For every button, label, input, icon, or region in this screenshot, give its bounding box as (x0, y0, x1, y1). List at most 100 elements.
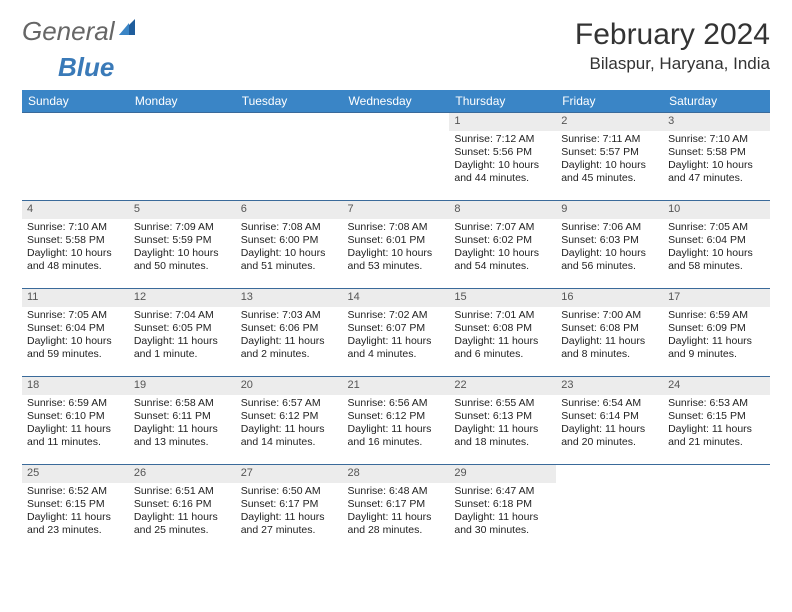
weekday-header: Wednesday (343, 90, 450, 113)
day-number: 10 (663, 201, 770, 219)
calendar-week-row: 25Sunrise: 6:52 AMSunset: 6:15 PMDayligh… (22, 465, 770, 553)
sunrise-text: Sunrise: 7:02 AM (348, 309, 445, 322)
day-number: 12 (129, 289, 236, 307)
daylight-text: Daylight: 11 hours (27, 423, 124, 436)
calendar-day-cell: 25Sunrise: 6:52 AMSunset: 6:15 PMDayligh… (22, 465, 129, 553)
day-body: Sunrise: 6:51 AMSunset: 6:16 PMDaylight:… (129, 483, 236, 542)
sunrise-text: Sunrise: 7:00 AM (561, 309, 658, 322)
day-number: 3 (663, 113, 770, 131)
daylight-text: and 45 minutes. (561, 172, 658, 185)
daylight-text: Daylight: 11 hours (348, 423, 445, 436)
day-body: Sunrise: 7:05 AMSunset: 6:04 PMDaylight:… (663, 219, 770, 278)
daylight-text: and 48 minutes. (27, 260, 124, 273)
calendar-day-cell: 6Sunrise: 7:08 AMSunset: 6:00 PMDaylight… (236, 201, 343, 289)
day-number: 6 (236, 201, 343, 219)
daylight-text: and 4 minutes. (348, 348, 445, 361)
day-body: Sunrise: 7:10 AMSunset: 5:58 PMDaylight:… (663, 131, 770, 190)
title-block: February 2024 Bilaspur, Haryana, India (575, 18, 770, 74)
sunset-text: Sunset: 6:01 PM (348, 234, 445, 247)
daylight-text: Daylight: 11 hours (27, 511, 124, 524)
calendar-day-cell: 21Sunrise: 6:56 AMSunset: 6:12 PMDayligh… (343, 377, 450, 465)
calendar-day-cell: 20Sunrise: 6:57 AMSunset: 6:12 PMDayligh… (236, 377, 343, 465)
day-body: Sunrise: 7:12 AMSunset: 5:56 PMDaylight:… (449, 131, 556, 190)
sunset-text: Sunset: 6:03 PM (561, 234, 658, 247)
sunrise-text: Sunrise: 7:09 AM (134, 221, 231, 234)
daylight-text: Daylight: 10 hours (134, 247, 231, 260)
sunset-text: Sunset: 5:58 PM (668, 146, 765, 159)
weekday-header: Sunday (22, 90, 129, 113)
daylight-text: and 30 minutes. (454, 524, 551, 537)
daylight-text: and 16 minutes. (348, 436, 445, 449)
daylight-text: and 54 minutes. (454, 260, 551, 273)
day-number: 27 (236, 465, 343, 483)
day-number: 15 (449, 289, 556, 307)
sunset-text: Sunset: 6:18 PM (454, 498, 551, 511)
day-number: 17 (663, 289, 770, 307)
daylight-text: and 21 minutes. (668, 436, 765, 449)
day-number: 29 (449, 465, 556, 483)
daylight-text: Daylight: 10 hours (454, 159, 551, 172)
sunset-text: Sunset: 6:04 PM (668, 234, 765, 247)
calendar-day-cell: 12Sunrise: 7:04 AMSunset: 6:05 PMDayligh… (129, 289, 236, 377)
daylight-text: Daylight: 11 hours (454, 511, 551, 524)
daylight-text: and 59 minutes. (27, 348, 124, 361)
calendar-day-cell: 5Sunrise: 7:09 AMSunset: 5:59 PMDaylight… (129, 201, 236, 289)
weekday-header: Monday (129, 90, 236, 113)
weekday-header-row: Sunday Monday Tuesday Wednesday Thursday… (22, 90, 770, 113)
sunrise-text: Sunrise: 7:08 AM (241, 221, 338, 234)
sunset-text: Sunset: 6:15 PM (27, 498, 124, 511)
calendar-day-cell: 13Sunrise: 7:03 AMSunset: 6:06 PMDayligh… (236, 289, 343, 377)
daylight-text: and 23 minutes. (27, 524, 124, 537)
day-body: Sunrise: 6:56 AMSunset: 6:12 PMDaylight:… (343, 395, 450, 454)
sunrise-text: Sunrise: 6:50 AM (241, 485, 338, 498)
day-number: 28 (343, 465, 450, 483)
sunrise-text: Sunrise: 7:03 AM (241, 309, 338, 322)
calendar-day-cell (236, 113, 343, 201)
daylight-text: Daylight: 11 hours (668, 423, 765, 436)
day-body: Sunrise: 6:54 AMSunset: 6:14 PMDaylight:… (556, 395, 663, 454)
day-number: 20 (236, 377, 343, 395)
daylight-text: Daylight: 11 hours (241, 335, 338, 348)
sunrise-text: Sunrise: 6:51 AM (134, 485, 231, 498)
sunrise-text: Sunrise: 7:07 AM (454, 221, 551, 234)
daylight-text: Daylight: 11 hours (241, 511, 338, 524)
day-body: Sunrise: 7:05 AMSunset: 6:04 PMDaylight:… (22, 307, 129, 366)
daylight-text: and 1 minute. (134, 348, 231, 361)
daylight-text: Daylight: 11 hours (454, 335, 551, 348)
weekday-header: Friday (556, 90, 663, 113)
calendar-week-row: 11Sunrise: 7:05 AMSunset: 6:04 PMDayligh… (22, 289, 770, 377)
daylight-text: Daylight: 11 hours (454, 423, 551, 436)
daylight-text: Daylight: 10 hours (27, 335, 124, 348)
calendar-day-cell: 9Sunrise: 7:06 AMSunset: 6:03 PMDaylight… (556, 201, 663, 289)
daylight-text: Daylight: 10 hours (454, 247, 551, 260)
daylight-text: Daylight: 10 hours (27, 247, 124, 260)
calendar-day-cell: 7Sunrise: 7:08 AMSunset: 6:01 PMDaylight… (343, 201, 450, 289)
sunset-text: Sunset: 6:02 PM (454, 234, 551, 247)
day-body: Sunrise: 6:47 AMSunset: 6:18 PMDaylight:… (449, 483, 556, 542)
day-body: Sunrise: 6:59 AMSunset: 6:09 PMDaylight:… (663, 307, 770, 366)
day-number: 16 (556, 289, 663, 307)
daylight-text: and 8 minutes. (561, 348, 658, 361)
daylight-text: Daylight: 11 hours (561, 423, 658, 436)
sunrise-text: Sunrise: 7:06 AM (561, 221, 658, 234)
calendar-day-cell: 1Sunrise: 7:12 AMSunset: 5:56 PMDaylight… (449, 113, 556, 201)
weekday-header: Tuesday (236, 90, 343, 113)
day-body: Sunrise: 7:08 AMSunset: 6:01 PMDaylight:… (343, 219, 450, 278)
logo-text-1: General (22, 18, 115, 44)
daylight-text: and 50 minutes. (134, 260, 231, 273)
daylight-text: Daylight: 11 hours (668, 335, 765, 348)
sunrise-text: Sunrise: 6:47 AM (454, 485, 551, 498)
daylight-text: and 28 minutes. (348, 524, 445, 537)
sunrise-text: Sunrise: 6:59 AM (668, 309, 765, 322)
day-body: Sunrise: 7:11 AMSunset: 5:57 PMDaylight:… (556, 131, 663, 190)
calendar-day-cell (343, 113, 450, 201)
daylight-text: and 2 minutes. (241, 348, 338, 361)
sunrise-text: Sunrise: 6:59 AM (27, 397, 124, 410)
calendar-day-cell: 14Sunrise: 7:02 AMSunset: 6:07 PMDayligh… (343, 289, 450, 377)
calendar-week-row: 4Sunrise: 7:10 AMSunset: 5:58 PMDaylight… (22, 201, 770, 289)
sunset-text: Sunset: 6:12 PM (241, 410, 338, 423)
calendar-day-cell: 10Sunrise: 7:05 AMSunset: 6:04 PMDayligh… (663, 201, 770, 289)
sunset-text: Sunset: 6:05 PM (134, 322, 231, 335)
calendar-day-cell: 8Sunrise: 7:07 AMSunset: 6:02 PMDaylight… (449, 201, 556, 289)
daylight-text: and 18 minutes. (454, 436, 551, 449)
